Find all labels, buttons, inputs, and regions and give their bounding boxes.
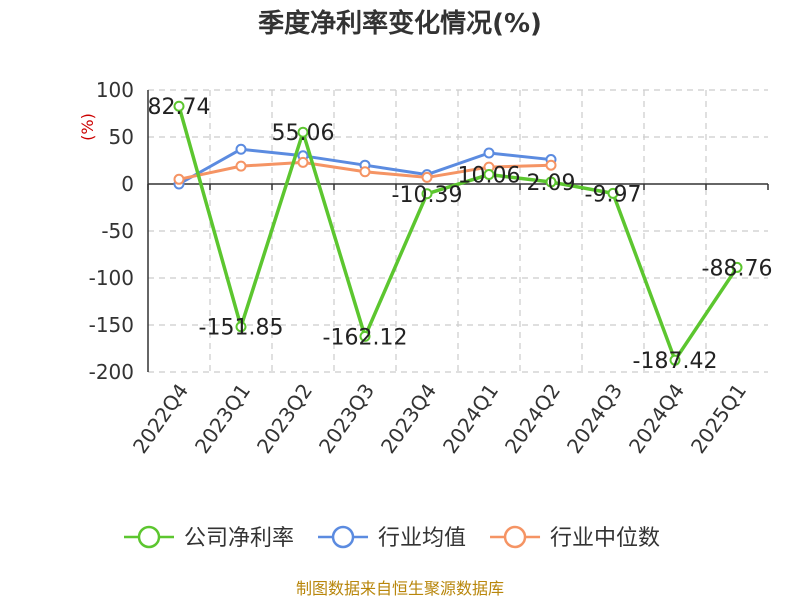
- data-point[interactable]: [359, 330, 371, 342]
- x-tick-label: 2023Q1: [190, 379, 255, 458]
- x-tick-label: 2023Q4: [376, 379, 441, 458]
- legend-marker[interactable]: [503, 525, 527, 549]
- data-point[interactable]: [669, 354, 681, 366]
- legend: 公司净利率 行业均值 行业中位数: [124, 525, 660, 551]
- data-label: -10.39: [392, 183, 463, 208]
- data-label: -9.97: [585, 182, 642, 207]
- data-point[interactable]: [545, 159, 557, 171]
- data-label: -162.12: [323, 325, 408, 350]
- axes: 100500-50-100-150-2002022Q42023Q12023Q22…: [89, 78, 769, 458]
- data-point[interactable]: [173, 173, 185, 185]
- data-label: -187.42: [633, 349, 718, 374]
- data-point[interactable]: [173, 100, 185, 112]
- grid-lines: [148, 89, 768, 373]
- x-tick-label: 2023Q2: [252, 379, 317, 458]
- y-axis-label: (%): [78, 113, 97, 141]
- data-point[interactable]: [235, 321, 247, 333]
- x-tick-label: 2025Q1: [686, 379, 751, 458]
- legend-label[interactable]: 行业中位数: [550, 526, 660, 551]
- y-tick-label: 100: [96, 78, 134, 102]
- legend-marker[interactable]: [331, 525, 355, 549]
- series-lines: [173, 100, 743, 366]
- data-point[interactable]: [483, 147, 495, 159]
- x-tick-label: 2024Q3: [562, 379, 627, 458]
- y-tick-label: 0: [121, 172, 134, 196]
- y-tick-label: -50: [101, 219, 134, 243]
- data-point[interactable]: [297, 126, 309, 138]
- data-point[interactable]: [235, 160, 247, 172]
- series-line: [177, 105, 739, 362]
- y-tick-label: -150: [89, 313, 134, 337]
- legend-label[interactable]: 行业均值: [378, 526, 466, 551]
- x-tick-label: 2023Q3: [314, 379, 379, 458]
- data-point[interactable]: [421, 171, 433, 183]
- x-tick-label: 2024Q4: [624, 379, 689, 458]
- data-label: -88.76: [702, 256, 773, 281]
- data-point[interactable]: [421, 188, 433, 200]
- source-note: 制图数据来自恒生聚源数据库: [296, 579, 504, 598]
- data-point[interactable]: [545, 176, 557, 188]
- y-tick-label: -100: [89, 266, 134, 290]
- y-tick-label: -200: [89, 360, 134, 384]
- data-point[interactable]: [731, 261, 743, 273]
- y-tick-label: 50: [109, 125, 134, 149]
- legend-label[interactable]: 公司净利率: [184, 526, 294, 551]
- x-tick-label: 2024Q1: [438, 379, 503, 458]
- data-point[interactable]: [483, 169, 495, 181]
- data-point[interactable]: [359, 166, 371, 178]
- data-point[interactable]: [235, 143, 247, 155]
- x-tick-label: 2022Q4: [128, 379, 193, 458]
- chart-title: 季度净利率变化情况(%): [258, 8, 542, 39]
- data-label: 55.06: [272, 121, 335, 146]
- x-tick-label: 2024Q2: [500, 379, 565, 458]
- data-label: -151.85: [199, 316, 284, 341]
- data-label: 2.09: [527, 171, 576, 196]
- data-point[interactable]: [607, 187, 619, 199]
- data-label: 82.74: [148, 95, 211, 120]
- legend-marker[interactable]: [137, 525, 161, 549]
- data-label: 10.06: [458, 164, 521, 189]
- data-point[interactable]: [297, 156, 309, 168]
